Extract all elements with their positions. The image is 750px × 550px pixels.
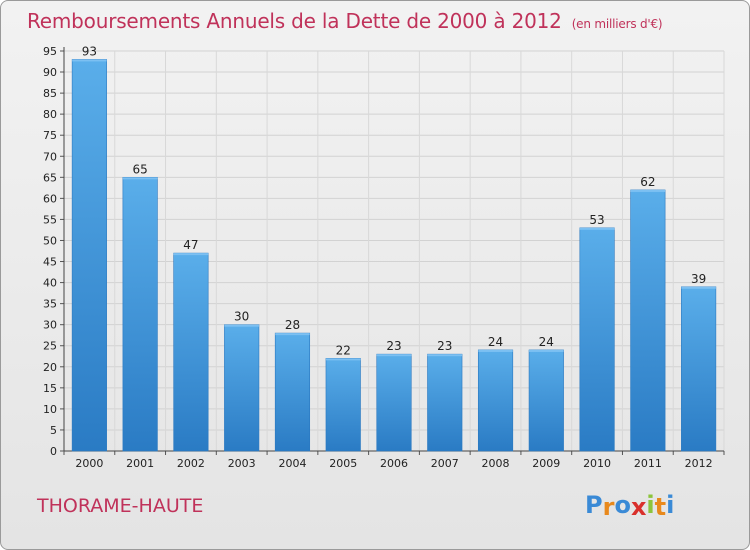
data-label: 39 (691, 272, 706, 286)
data-label: 22 (336, 343, 351, 357)
bar (427, 353, 463, 452)
y-tick-label: 65 (43, 171, 57, 184)
x-tick-label: 2009 (532, 457, 560, 470)
bar-highlight (529, 349, 564, 352)
logo-letter: x (630, 493, 647, 521)
y-tick-label: 60 (43, 192, 57, 205)
bar-highlight (224, 324, 259, 327)
y-tick-label: 45 (43, 256, 57, 269)
logo-letter: P (585, 491, 603, 519)
proxiti-logo: Proxiti (585, 491, 675, 521)
y-tick-label: 0 (50, 445, 57, 458)
x-tick-label: 2003 (228, 457, 256, 470)
y-tick-label: 25 (43, 340, 57, 353)
y-tick-label: 30 (43, 319, 57, 332)
data-label: 53 (589, 213, 604, 227)
data-label: 28 (285, 318, 300, 332)
x-tick-label: 2012 (685, 457, 713, 470)
bar-highlight (325, 358, 361, 361)
data-label: 93 (82, 44, 97, 58)
bar-highlight (630, 189, 666, 192)
y-tick-label: 35 (43, 298, 57, 311)
data-label: 24 (539, 335, 554, 349)
y-tick-label: 95 (43, 45, 57, 58)
bar (579, 227, 615, 452)
data-label: 62 (640, 175, 655, 189)
bar (477, 349, 514, 452)
logo-letter: t (654, 493, 667, 521)
x-tick-label: 2007 (431, 457, 459, 470)
y-tick-label: 90 (43, 66, 57, 79)
data-label: 30 (234, 310, 249, 324)
data-label: 24 (488, 335, 503, 349)
y-tick-label: 70 (43, 150, 57, 163)
y-tick-label: 40 (43, 277, 57, 290)
chart-title-text: Remboursements Annuels de la Dette de 20… (27, 9, 562, 33)
bar-highlight (681, 286, 716, 289)
data-label: 65 (133, 162, 148, 176)
data-label: 47 (183, 238, 198, 252)
y-tick-label: 20 (43, 361, 57, 374)
y-tick-label: 15 (43, 382, 57, 395)
y-tick-label: 5 (50, 424, 57, 437)
x-tick-label: 2010 (583, 457, 611, 470)
y-tick-label: 75 (43, 129, 57, 142)
y-tick-label: 80 (43, 108, 57, 121)
chart-title: Remboursements Annuels de la Dette de 20… (27, 9, 663, 33)
data-label: 23 (386, 339, 401, 353)
bar-highlight (275, 333, 310, 336)
bar (274, 332, 311, 452)
y-tick-label: 10 (43, 403, 57, 416)
y-tick-label: 55 (43, 213, 57, 226)
x-tick-label: 2002 (177, 457, 205, 470)
x-tick-label: 2011 (634, 457, 662, 470)
logo-letter: i (646, 491, 655, 519)
x-tick-label: 2006 (380, 457, 408, 470)
x-tick-label: 2000 (75, 457, 103, 470)
bar-highlight (478, 349, 513, 352)
bar (630, 189, 666, 452)
bar-highlight (72, 59, 107, 62)
x-tick-label: 2001 (126, 457, 154, 470)
x-tick-label: 2004 (278, 457, 306, 470)
bar-highlight (173, 253, 209, 256)
bar (376, 353, 412, 452)
bars (71, 59, 717, 452)
logo-letter: o (614, 491, 631, 519)
x-tick-label: 2005 (329, 457, 357, 470)
bar (71, 59, 107, 452)
y-tick-label: 85 (43, 87, 57, 100)
bar (681, 286, 717, 452)
chart-subtitle: (en milliers d'€) (571, 17, 663, 31)
x-tick-label: 2008 (482, 457, 510, 470)
bar (122, 177, 158, 452)
bar-highlight (122, 177, 158, 180)
bar (528, 349, 564, 452)
value-labels: 93 65 47 30 28 22 23 23 24 24 53 62 39 (82, 44, 707, 357)
tick-labels: 0 5 10 15 20 25 30 35 40 45 50 55 60 65 70 75 80 85 90 95 20… (43, 45, 713, 470)
bar (325, 358, 361, 452)
bar (224, 324, 260, 452)
commune-name: THORAME-HAUTE (37, 495, 204, 517)
bar-highlight (579, 227, 615, 230)
bar (173, 252, 209, 452)
data-label: 23 (437, 339, 452, 353)
bar-highlight (427, 354, 463, 357)
logo-letter: i (666, 491, 675, 519)
bar-highlight (376, 354, 412, 357)
y-tick-label: 50 (43, 234, 57, 247)
logo-letter: r (602, 493, 615, 521)
